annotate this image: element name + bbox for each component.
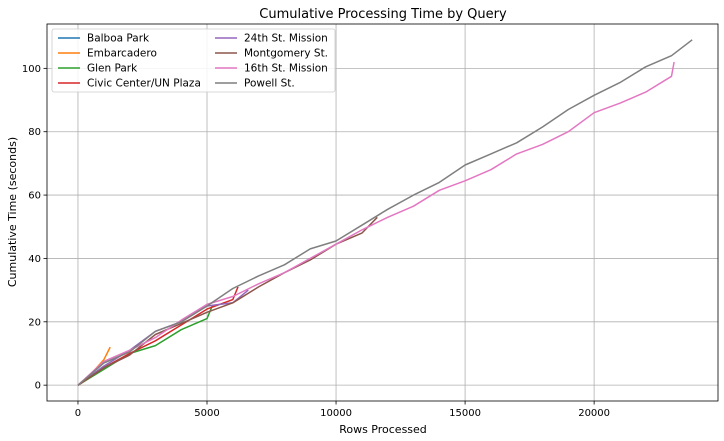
series-line-16th-st-mission bbox=[77, 61, 675, 386]
x-tick-label: 5000 bbox=[194, 408, 219, 419]
legend-box bbox=[51, 28, 336, 93]
legend-label: Balboa Park bbox=[87, 33, 150, 45]
x-tick-label: 20000 bbox=[578, 408, 610, 419]
series-lines bbox=[77, 39, 693, 386]
series-line-glen-park bbox=[77, 305, 213, 386]
grid-lines bbox=[47, 24, 718, 401]
x-tick-label: 0 bbox=[75, 408, 81, 419]
y-axis-ticks: 0 20 40 60 80 100 bbox=[22, 64, 47, 392]
chart-title: Cumulative Processing Time by Query bbox=[259, 7, 507, 22]
y-tick-label: 20 bbox=[28, 317, 41, 328]
x-axis-label: Rows Processed bbox=[339, 423, 427, 436]
y-tick-label: 80 bbox=[28, 127, 41, 138]
x-axis-ticks: 0 5000 10000 15000 20000 bbox=[75, 401, 610, 419]
y-tick-label: 100 bbox=[22, 64, 41, 75]
legend-label: Montgomery St. bbox=[244, 48, 328, 60]
x-tick-label: 10000 bbox=[320, 408, 352, 419]
legend-label: 16th St. Mission bbox=[244, 63, 328, 75]
y-tick-label: 40 bbox=[28, 254, 41, 265]
legend: Balboa Park Embarcadero Glen Park Civic Cen… bbox=[51, 28, 336, 93]
x-tick-label: 15000 bbox=[449, 408, 481, 419]
legend-label: Glen Park bbox=[87, 63, 138, 75]
legend-label: 24th St. Mission bbox=[244, 33, 328, 45]
y-tick-label: 60 bbox=[28, 191, 41, 202]
series-line-powell-st bbox=[77, 39, 693, 386]
y-axis-label: Cumulative Time (seconds) bbox=[6, 137, 19, 287]
legend-label: Powell St. bbox=[244, 78, 295, 90]
plot-frame bbox=[46, 23, 719, 402]
y-tick-label: 0 bbox=[35, 381, 41, 392]
legend-label: Embarcadero bbox=[87, 48, 157, 60]
legend-label: Civic Center/UN Plaza bbox=[87, 78, 201, 90]
